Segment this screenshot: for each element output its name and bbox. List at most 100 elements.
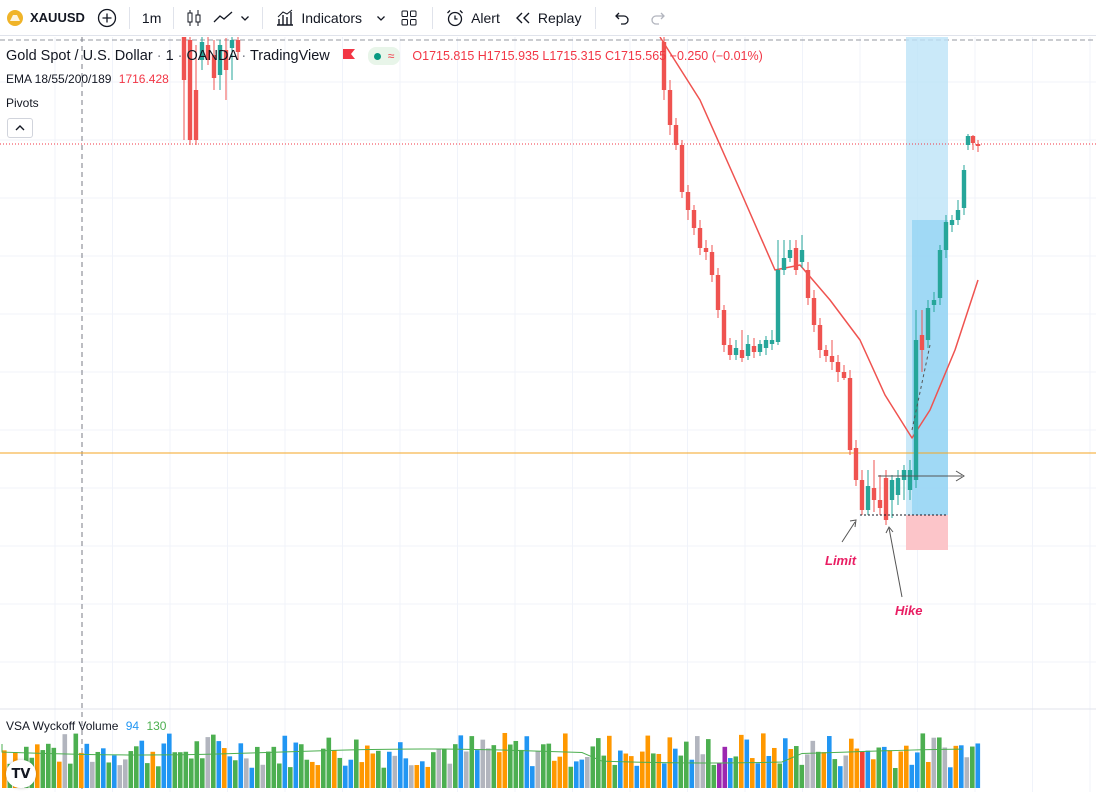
- symbol-search-button[interactable]: XAUUSD: [0, 0, 91, 36]
- alert-button[interactable]: Alert: [439, 0, 506, 36]
- candles-icon: [187, 9, 201, 26]
- volume-bar: [893, 767, 898, 788]
- redo-button[interactable]: [640, 0, 678, 36]
- toolbar-divider: [432, 6, 434, 29]
- ema-legend[interactable]: EMA 18/55/200/189 1716.428: [6, 72, 169, 86]
- compare-add-button[interactable]: [91, 0, 123, 36]
- volume-histogram: [1, 732, 981, 788]
- candle: [943, 215, 949, 258]
- candles-style-button[interactable]: [180, 0, 208, 36]
- volume-bar: [931, 737, 937, 788]
- pivots-legend[interactable]: Pivots: [6, 96, 39, 110]
- volume-bar: [238, 743, 244, 788]
- volume-bar: [915, 752, 920, 788]
- volume-bar: [865, 750, 871, 788]
- volume-bar: [464, 751, 469, 788]
- candle-body: [817, 325, 823, 350]
- chart-annotations: Limit Hike: [825, 344, 965, 618]
- volume-bar: [392, 755, 398, 788]
- toolbar-divider: [128, 6, 130, 29]
- candle: [925, 300, 931, 348]
- indicators-dropdown[interactable]: [368, 0, 392, 36]
- volume-bar: [321, 748, 326, 788]
- volume-bar: [277, 763, 282, 788]
- candle-body: [943, 222, 949, 250]
- ohlc-low: L1715.315: [542, 48, 602, 63]
- candle: [757, 340, 763, 356]
- volume-bar: [156, 766, 161, 788]
- volume-bar: [717, 763, 722, 788]
- candle: [975, 140, 981, 152]
- legend-platform: TradingView: [249, 47, 330, 64]
- volume-bar: [750, 758, 755, 788]
- candle-body: [847, 378, 853, 450]
- candle-body: [937, 250, 943, 298]
- candle-body: [193, 90, 199, 140]
- price-chart[interactable]: Limit Hike: [0, 37, 1096, 792]
- market-status-badge[interactable]: ≈: [367, 47, 401, 65]
- candle: [901, 465, 907, 500]
- candle-body: [865, 486, 871, 510]
- volume-bar: [442, 748, 447, 788]
- limit-arrow-icon: [849, 519, 857, 528]
- volume-bar: [964, 757, 970, 788]
- indicators-button[interactable]: Indicators: [269, 0, 368, 36]
- volume-bar: [948, 767, 953, 788]
- volume-bar: [79, 752, 84, 788]
- alert-label: Alert: [471, 9, 500, 26]
- volume-bar: [574, 761, 579, 788]
- volume-bar: [810, 740, 816, 788]
- projection-line: [911, 344, 931, 431]
- candle: [715, 268, 721, 318]
- volume-value-2: 130: [146, 719, 167, 733]
- candle-body: [965, 136, 971, 145]
- volume-bar: [304, 759, 310, 788]
- candle-body: [919, 335, 925, 350]
- volume-bar: [766, 755, 772, 788]
- candle: [223, 38, 229, 100]
- replay-button[interactable]: Replay: [506, 0, 590, 36]
- main-legend: Gold Spot / U.S. Dollar · 1 · OANDA · Tr…: [6, 47, 763, 65]
- volume-bar: [40, 750, 46, 788]
- undo-button[interactable]: [602, 0, 640, 36]
- volume-label: VSA Wyckoff Volume: [6, 719, 119, 733]
- volume-bar: [563, 733, 568, 788]
- ohlc-values: O1715.815 H1715.935 L1715.315 C1715.565 …: [412, 49, 762, 63]
- volume-bar: [205, 737, 211, 788]
- volume-bar: [293, 742, 299, 788]
- candle-body: [970, 136, 976, 143]
- volume-bar: [700, 754, 706, 788]
- line-style-button[interactable]: [208, 0, 238, 36]
- legend-collapse-button[interactable]: [7, 118, 33, 138]
- plus-circle-icon: [97, 8, 117, 27]
- ohlc-close: C1715.565: [605, 48, 667, 63]
- candle-body: [841, 372, 847, 378]
- volume-bar: [68, 763, 73, 788]
- chart-type-dropdown[interactable]: [238, 0, 256, 36]
- volume-bar: [975, 743, 981, 788]
- volume-bar: [849, 738, 854, 788]
- candle: [217, 40, 223, 90]
- candle: [817, 318, 823, 358]
- candle-body: [975, 144, 981, 146]
- interval-button[interactable]: 1m: [136, 0, 167, 36]
- volume-bar: [491, 745, 497, 788]
- tradingview-logo[interactable]: TV: [6, 760, 36, 788]
- volume-bar: [860, 751, 865, 788]
- volume-bar: [937, 737, 942, 788]
- candle: [835, 355, 841, 382]
- volume-bar: [112, 755, 117, 788]
- volume-bar: [887, 750, 893, 788]
- candle-body: [883, 478, 889, 520]
- volume-legend[interactable]: VSA Wyckoff Volume 94 130: [6, 719, 166, 733]
- volume-bar: [101, 748, 106, 788]
- candle: [919, 310, 925, 372]
- volume-bar: [365, 745, 370, 788]
- volume-bar: [513, 740, 519, 788]
- layout-button[interactable]: [392, 0, 426, 36]
- volume-bar: [200, 758, 205, 788]
- candle-body: [757, 344, 763, 352]
- volume-bar: [480, 739, 486, 788]
- volume-bar: [772, 747, 777, 788]
- volume-bar: [189, 758, 194, 788]
